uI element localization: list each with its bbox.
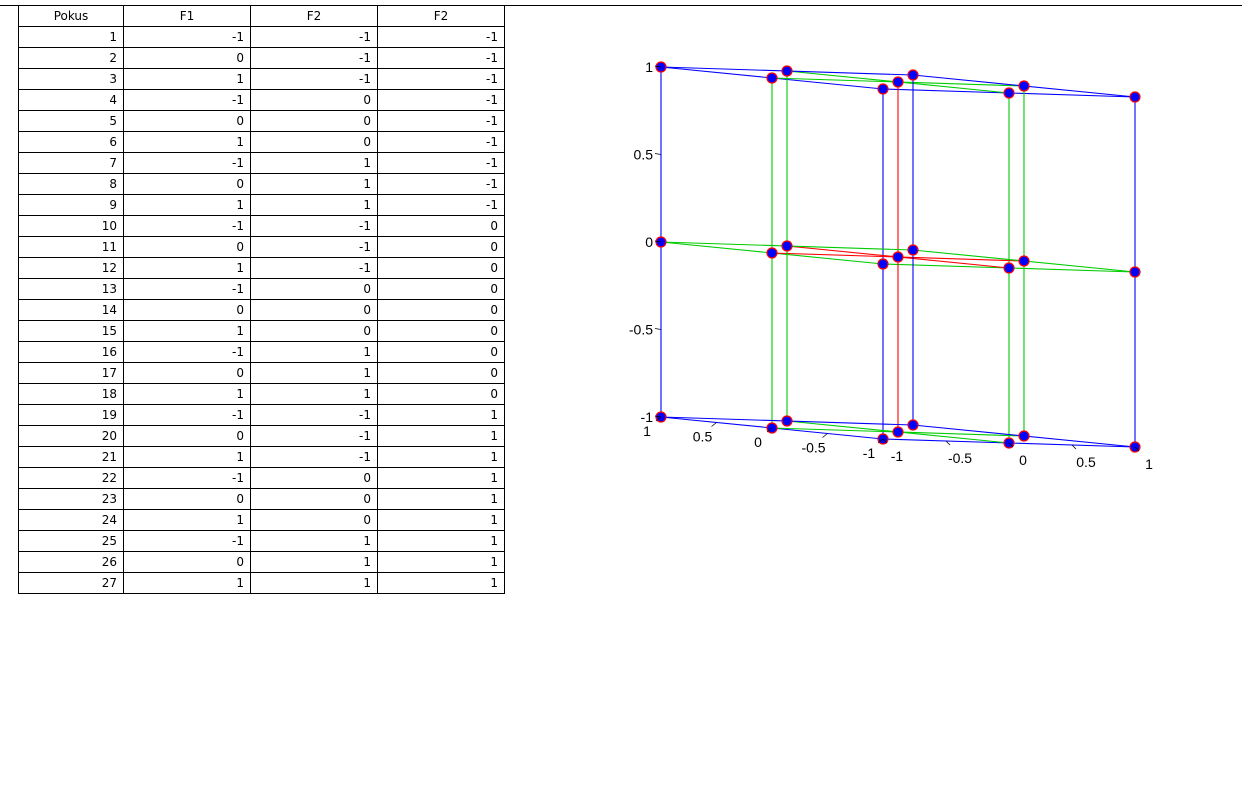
table-row: 9 1 1 -1 — [18, 194, 505, 216]
table-row: 2 0 -1 -1 — [18, 47, 505, 69]
top-border-line — [0, 5, 1242, 6]
tick-mark — [655, 416, 662, 422]
tick-mark — [654, 240, 662, 243]
table-row: 27 1 1 1 — [18, 572, 505, 594]
table-row: 1 -1 -1 -1 — [18, 26, 505, 48]
tick-label: -0.5 — [629, 322, 653, 338]
data-point — [1018, 255, 1030, 267]
table-row: 25 -1 1 1 — [18, 530, 505, 552]
data-point — [1003, 262, 1015, 274]
data-point — [781, 240, 793, 252]
table-row: 20 0 -1 1 — [18, 425, 505, 447]
tick-mark — [654, 65, 662, 68]
tick-mark — [945, 440, 951, 446]
table-row: 3 1 -1 -1 — [18, 68, 505, 90]
tick-label: -1 — [641, 409, 654, 425]
data-point — [1018, 80, 1030, 92]
tick-mark — [711, 422, 717, 427]
tick-mark — [654, 153, 662, 155]
tick-mark — [1008, 442, 1014, 448]
tick-label: -0.5 — [801, 440, 825, 456]
table-row: 4 -1 0 -1 — [18, 89, 505, 111]
tick-mark — [822, 433, 828, 438]
data-point — [907, 69, 919, 81]
tick-mark — [877, 438, 884, 444]
table-row: 14 0 0 0 — [18, 299, 505, 321]
table-row: 11 0 -1 0 — [18, 236, 505, 258]
table-row: 5 0 0 -1 — [18, 110, 505, 132]
data-point — [781, 65, 793, 77]
table-row: 21 1 -1 1 — [18, 446, 505, 468]
table-row: 22 -1 0 1 — [18, 467, 505, 489]
tick-mark — [654, 328, 662, 330]
header-f2: F2 — [250, 5, 378, 27]
tick-mark — [882, 438, 888, 444]
table-cell: 1 — [377, 572, 505, 594]
data-point — [892, 426, 904, 438]
axis-ticks: -1-0.500.51-1-0.500.51-1 -0.5 0 0.5 1 — [629, 59, 1153, 472]
tick-mark — [766, 427, 773, 433]
data-point — [1018, 430, 1030, 442]
tick-label: 1 — [643, 423, 651, 439]
table-row: 26 0 1 1 — [18, 551, 505, 573]
data-point — [781, 415, 793, 427]
tick-label: -1 — [891, 448, 904, 464]
tick-label: 0 — [754, 434, 762, 450]
data-point — [1003, 87, 1015, 99]
table-cell: 27 — [18, 572, 124, 594]
tick-mark — [654, 415, 662, 418]
tick-mark — [1071, 444, 1077, 450]
data-point — [766, 72, 778, 84]
table-cell: 10 — [18, 215, 124, 237]
table-header-row: Pokus F1 F2 F2 — [18, 5, 505, 27]
data-point — [877, 83, 889, 95]
tick-label: 0.5 — [693, 429, 713, 445]
data-point — [877, 258, 889, 270]
tick-label: 0.5 — [1076, 454, 1096, 470]
data-point — [1129, 91, 1141, 103]
data-point — [907, 419, 919, 431]
data-point — [892, 251, 904, 263]
data-point — [892, 76, 904, 88]
table-row: 6 1 0 -1 — [18, 131, 505, 153]
tick-label: -1 — [863, 445, 876, 461]
tick-label: 1 — [1145, 456, 1153, 472]
table-row: 13 -1 0 0 — [18, 278, 505, 300]
data-point — [1129, 266, 1141, 278]
data-point — [907, 244, 919, 256]
tick-label: 0.5 — [634, 147, 654, 163]
tick-label: 0 — [1019, 452, 1027, 468]
tick-label: -0.5 — [948, 450, 972, 466]
design-table: Pokus F1 F2 F2 1 -1 -1 -1 2 0 -1 -1 3 1 -1 -1 4 -1 0 -1… — [18, 5, 505, 594]
tick-label: 0 — [645, 234, 653, 250]
table-body: 1 -1 -1 -1 2 0 -1 -1 3 1 -1 -1 4 -1 0 -1 5 0 0 -1 6 1 0 -1 7 -1 1-… — [18, 26, 505, 594]
data-point — [766, 247, 778, 259]
tick-label: 1 — [645, 59, 653, 75]
tick-mark — [1134, 446, 1140, 452]
table-cell: 1 — [377, 509, 505, 531]
